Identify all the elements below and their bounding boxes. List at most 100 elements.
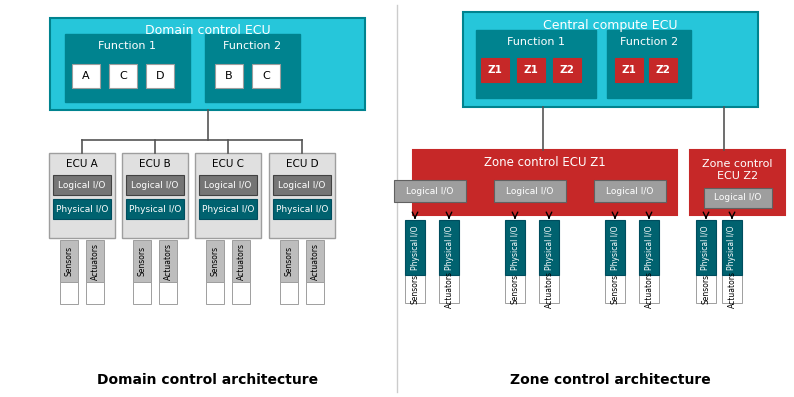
Bar — [159, 282, 177, 304]
Text: Physical I/O: Physical I/O — [56, 204, 108, 214]
Bar — [53, 199, 111, 219]
Bar — [439, 220, 459, 275]
Bar — [476, 30, 596, 98]
Text: Zone control
ECU Z2: Zone control ECU Z2 — [702, 159, 773, 181]
Text: Sensors: Sensors — [511, 274, 519, 304]
Bar — [199, 175, 257, 195]
Text: ECU C: ECU C — [212, 159, 244, 169]
Bar — [215, 64, 243, 88]
Text: Physical I/O: Physical I/O — [511, 225, 519, 270]
Bar — [481, 58, 509, 82]
Text: C: C — [119, 71, 127, 81]
Bar — [463, 12, 758, 107]
Text: ECU A: ECU A — [66, 159, 98, 169]
Bar — [50, 18, 365, 110]
Bar — [615, 58, 643, 82]
Bar — [86, 240, 104, 282]
Text: Zone control ECU Z1: Zone control ECU Z1 — [484, 156, 606, 170]
Bar — [273, 199, 331, 219]
Text: Physical I/O: Physical I/O — [129, 204, 181, 214]
Bar — [60, 240, 78, 282]
Bar — [703, 188, 772, 208]
Bar — [605, 275, 625, 303]
Bar — [53, 175, 111, 195]
Bar — [206, 240, 224, 282]
Text: Z2: Z2 — [560, 65, 574, 75]
Text: Logical I/O: Logical I/O — [714, 193, 761, 202]
Text: Function 2: Function 2 — [620, 37, 678, 47]
Bar — [280, 240, 298, 282]
Text: Z2: Z2 — [656, 65, 670, 75]
Text: Sensors: Sensors — [284, 246, 294, 276]
Bar — [405, 220, 425, 275]
Bar — [232, 282, 250, 304]
Bar — [607, 30, 691, 98]
Text: Logical I/O: Logical I/O — [58, 181, 106, 189]
Bar — [517, 58, 545, 82]
Bar — [133, 282, 151, 304]
Text: Sensors: Sensors — [702, 274, 711, 304]
Text: Z1: Z1 — [523, 65, 538, 75]
Text: Domain control architecture: Domain control architecture — [97, 373, 318, 387]
Bar — [605, 220, 625, 275]
Text: Physical I/O: Physical I/O — [545, 225, 553, 270]
Bar — [49, 153, 115, 238]
Text: Physical I/O: Physical I/O — [410, 225, 419, 270]
Bar — [133, 240, 151, 282]
Text: Physical I/O: Physical I/O — [445, 225, 453, 270]
Text: Domain control ECU: Domain control ECU — [145, 25, 270, 37]
Text: Sensors: Sensors — [611, 274, 619, 304]
Bar — [413, 150, 677, 215]
Bar — [232, 240, 250, 282]
Bar — [639, 220, 659, 275]
Bar — [306, 282, 324, 304]
Bar — [126, 175, 184, 195]
Text: Logical I/O: Logical I/O — [507, 187, 553, 195]
Bar — [553, 58, 581, 82]
Text: Function 1: Function 1 — [507, 37, 565, 47]
Bar — [696, 275, 716, 303]
Text: Logical I/O: Logical I/O — [279, 181, 326, 189]
Bar — [394, 180, 466, 202]
Text: Function 2: Function 2 — [223, 41, 282, 51]
Bar — [72, 64, 100, 88]
Bar — [60, 282, 78, 304]
Bar — [159, 240, 177, 282]
Bar — [594, 180, 666, 202]
Bar — [126, 199, 184, 219]
Text: Z1: Z1 — [488, 65, 503, 75]
Text: Actuators: Actuators — [727, 270, 737, 308]
Text: Logical I/O: Logical I/O — [407, 187, 453, 195]
Text: Logical I/O: Logical I/O — [204, 181, 252, 189]
Bar — [146, 64, 174, 88]
Bar — [306, 240, 324, 282]
Bar — [439, 275, 459, 303]
Text: Actuators: Actuators — [237, 243, 245, 279]
Text: Actuators: Actuators — [164, 243, 172, 279]
Text: Actuators: Actuators — [310, 243, 319, 279]
Text: Sensors: Sensors — [137, 246, 147, 276]
Text: Logical I/O: Logical I/O — [131, 181, 179, 189]
Text: Actuators: Actuators — [545, 270, 553, 308]
Bar — [122, 153, 188, 238]
Text: Physical I/O: Physical I/O — [727, 225, 737, 270]
Text: Central compute ECU: Central compute ECU — [543, 19, 678, 31]
Bar — [273, 175, 331, 195]
Text: Logical I/O: Logical I/O — [607, 187, 653, 195]
Text: Physical I/O: Physical I/O — [202, 204, 254, 214]
Bar — [280, 282, 298, 304]
Bar — [696, 220, 716, 275]
Text: Actuators: Actuators — [445, 270, 453, 308]
Text: Sensors: Sensors — [410, 274, 419, 304]
Text: ECU D: ECU D — [286, 159, 318, 169]
Text: Physical I/O: Physical I/O — [645, 225, 653, 270]
Text: Z1: Z1 — [622, 65, 637, 75]
Bar — [205, 34, 300, 102]
Text: Physical I/O: Physical I/O — [702, 225, 711, 270]
Text: Function 1: Function 1 — [98, 41, 156, 51]
Text: A: A — [83, 71, 90, 81]
Text: C: C — [262, 71, 270, 81]
Bar — [539, 220, 559, 275]
Bar — [109, 64, 137, 88]
Bar — [505, 275, 525, 303]
